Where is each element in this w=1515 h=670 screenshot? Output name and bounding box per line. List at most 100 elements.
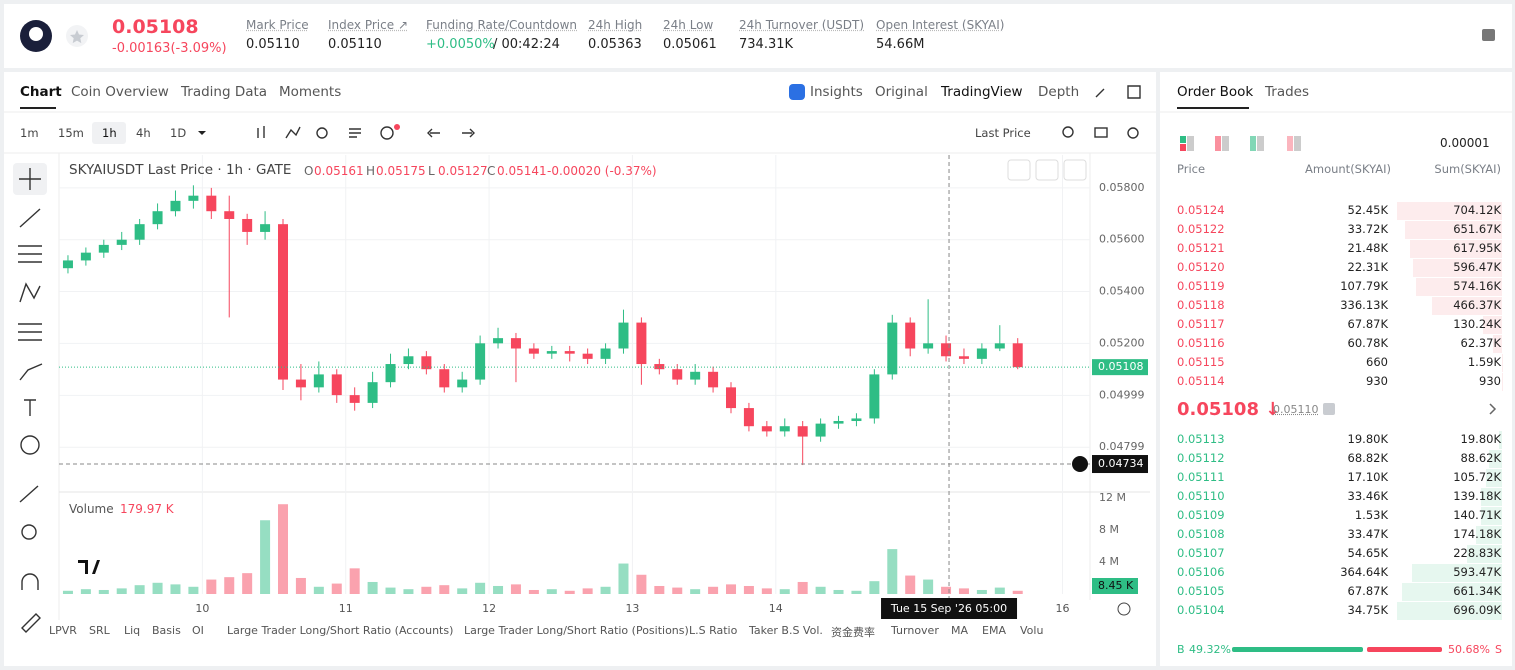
dropdown-arrow[interactable]: [198, 131, 206, 135]
chart-button[interactable]: [1007, 159, 1031, 181]
chart-button[interactable]: [1035, 159, 1059, 181]
ob-price[interactable]: 0.05111: [1177, 470, 1225, 484]
interval[interactable]: 1D: [170, 126, 187, 140]
indicator-tab[interactable]: L.S Ratio: [689, 624, 738, 637]
col-head: Sum(SKYAI): [1434, 162, 1501, 176]
ob-price[interactable]: 0.05104: [1177, 603, 1225, 617]
volume-bar: [62, 590, 73, 594]
ob-amount: 68.82K: [1347, 451, 1388, 465]
tv-logo-mark: [78, 560, 100, 574]
crosshair-x-box: [881, 598, 1018, 619]
ob-price[interactable]: 0.05105: [1177, 584, 1225, 598]
ob-price[interactable]: 0.05110: [1177, 489, 1225, 503]
candle-body: [564, 351, 575, 354]
ob-price[interactable]: 0.05122: [1177, 222, 1225, 236]
view-tab[interactable]: Depth: [1038, 84, 1080, 100]
ob-price[interactable]: 0.05106: [1177, 565, 1225, 579]
stat-label: Open Interest (SKYAI): [876, 18, 1005, 32]
volume-bar: [923, 579, 934, 594]
candle-body: [224, 211, 235, 219]
volume-bar: [672, 587, 683, 594]
ob-price[interactable]: 0.05108: [1177, 527, 1225, 541]
volume-bar: [958, 588, 969, 594]
ob-price[interactable]: 0.05107: [1177, 546, 1225, 560]
chevron[interactable]: [1489, 403, 1497, 415]
price-change: -0.00163(-3.09%): [112, 41, 227, 56]
volume-bar: [636, 574, 647, 594]
volume-bar: [170, 584, 181, 594]
ob-price[interactable]: 0.05124: [1177, 203, 1225, 217]
candle-body: [815, 423, 826, 437]
view-tab[interactable]: Original: [875, 84, 928, 100]
candle-body: [116, 239, 127, 245]
ob-tab[interactable]: Trades: [1265, 84, 1309, 100]
interval[interactable]: 15m: [58, 126, 84, 140]
tab[interactable]: Chart: [20, 84, 62, 100]
indicator-tab[interactable]: MA: [951, 624, 969, 637]
indicator-tab[interactable]: Large Trader Long/Short Ratio (Positions…: [464, 624, 689, 637]
indicator-tab[interactable]: Taker B.S Vol.: [749, 624, 823, 637]
view-tab[interactable]: Insights: [810, 84, 863, 100]
volume-tick-label: 12 M: [1099, 491, 1126, 504]
chart-toolbar-icons[interactable]: [257, 85, 1141, 140]
depth-bar: [1397, 202, 1502, 220]
ob-price[interactable]: 0.05117: [1177, 317, 1225, 331]
col-head: Amount(SKYAI): [1305, 162, 1391, 176]
tv-logo: [72, 552, 106, 580]
indicator-tab[interactable]: LPVR: [49, 624, 77, 637]
tab[interactable]: Coin Overview: [71, 84, 169, 100]
ob-price[interactable]: 0.05120: [1177, 260, 1225, 274]
indicator-tab[interactable]: Basis: [152, 624, 181, 637]
interval[interactable]: 1h: [102, 126, 117, 140]
ob-sum: 19.80K: [1460, 432, 1501, 446]
ob-price[interactable]: 0.05121: [1177, 241, 1225, 255]
candle-body: [242, 218, 253, 232]
legend-value: 0.05161: [314, 164, 364, 178]
ob-price[interactable]: 0.05115: [1177, 355, 1225, 369]
ob-price[interactable]: 0.05118: [1177, 298, 1225, 312]
candle-body: [331, 374, 342, 396]
ob-sum: 130.24K: [1453, 317, 1501, 331]
settings-icon[interactable]: [1117, 602, 1131, 616]
indicator-tab[interactable]: EMA: [982, 624, 1006, 637]
indicator-tab[interactable]: Turnover: [891, 624, 939, 637]
ob-price[interactable]: 0.05113: [1177, 432, 1225, 446]
indicator-tab[interactable]: Volu: [1020, 624, 1044, 637]
volume-bar: [779, 589, 790, 594]
depth-bar: [1475, 526, 1502, 544]
order-book-view-icons[interactable]: [1180, 136, 1301, 151]
volume-bar: [994, 587, 1005, 594]
y-tick-label: 0.05800: [1099, 181, 1145, 194]
ob-price[interactable]: 0.05116: [1177, 336, 1225, 350]
ob-price[interactable]: 0.05114: [1177, 374, 1225, 388]
header-bar: [4, 4, 1512, 68]
stat-value: 0.05363: [588, 37, 642, 52]
tab[interactable]: Trading Data: [181, 84, 268, 100]
indicator-tab[interactable]: OI: [192, 624, 204, 637]
view-tab[interactable]: TradingView: [941, 84, 1023, 100]
ob-price[interactable]: 0.05109: [1177, 508, 1225, 522]
ob-price[interactable]: 0.05119: [1177, 279, 1225, 293]
depth-bar: [1416, 278, 1502, 296]
candle-body: [690, 371, 701, 380]
indicator-tab[interactable]: 资金费率: [831, 626, 875, 639]
ob-amount: 67.87K: [1347, 317, 1388, 331]
layout-icon[interactable]: [1482, 29, 1495, 41]
volume-bar: [349, 568, 360, 594]
notification-dot: [394, 124, 400, 130]
interval[interactable]: 1m: [20, 126, 39, 140]
depth-bar: [1481, 488, 1502, 506]
volume-bar: [564, 590, 575, 594]
precision[interactable]: 0.00001: [1440, 136, 1490, 150]
interval[interactable]: 4h: [136, 126, 151, 140]
price-type[interactable]: Last Price: [975, 126, 1031, 140]
chart-button[interactable]: [1063, 159, 1087, 181]
indicator-tab[interactable]: Liq: [124, 624, 141, 637]
indicator-tab[interactable]: SRL: [89, 624, 110, 637]
tab[interactable]: Moments: [279, 84, 342, 100]
indicator-tab[interactable]: Large Trader Long/Short Ratio (Accounts): [227, 624, 454, 637]
ob-price[interactable]: 0.05112: [1177, 451, 1225, 465]
drawing-tools[interactable]: [18, 168, 43, 633]
ob-tab[interactable]: Order Book: [1177, 84, 1254, 100]
stat-label: Mark Price: [246, 18, 309, 32]
